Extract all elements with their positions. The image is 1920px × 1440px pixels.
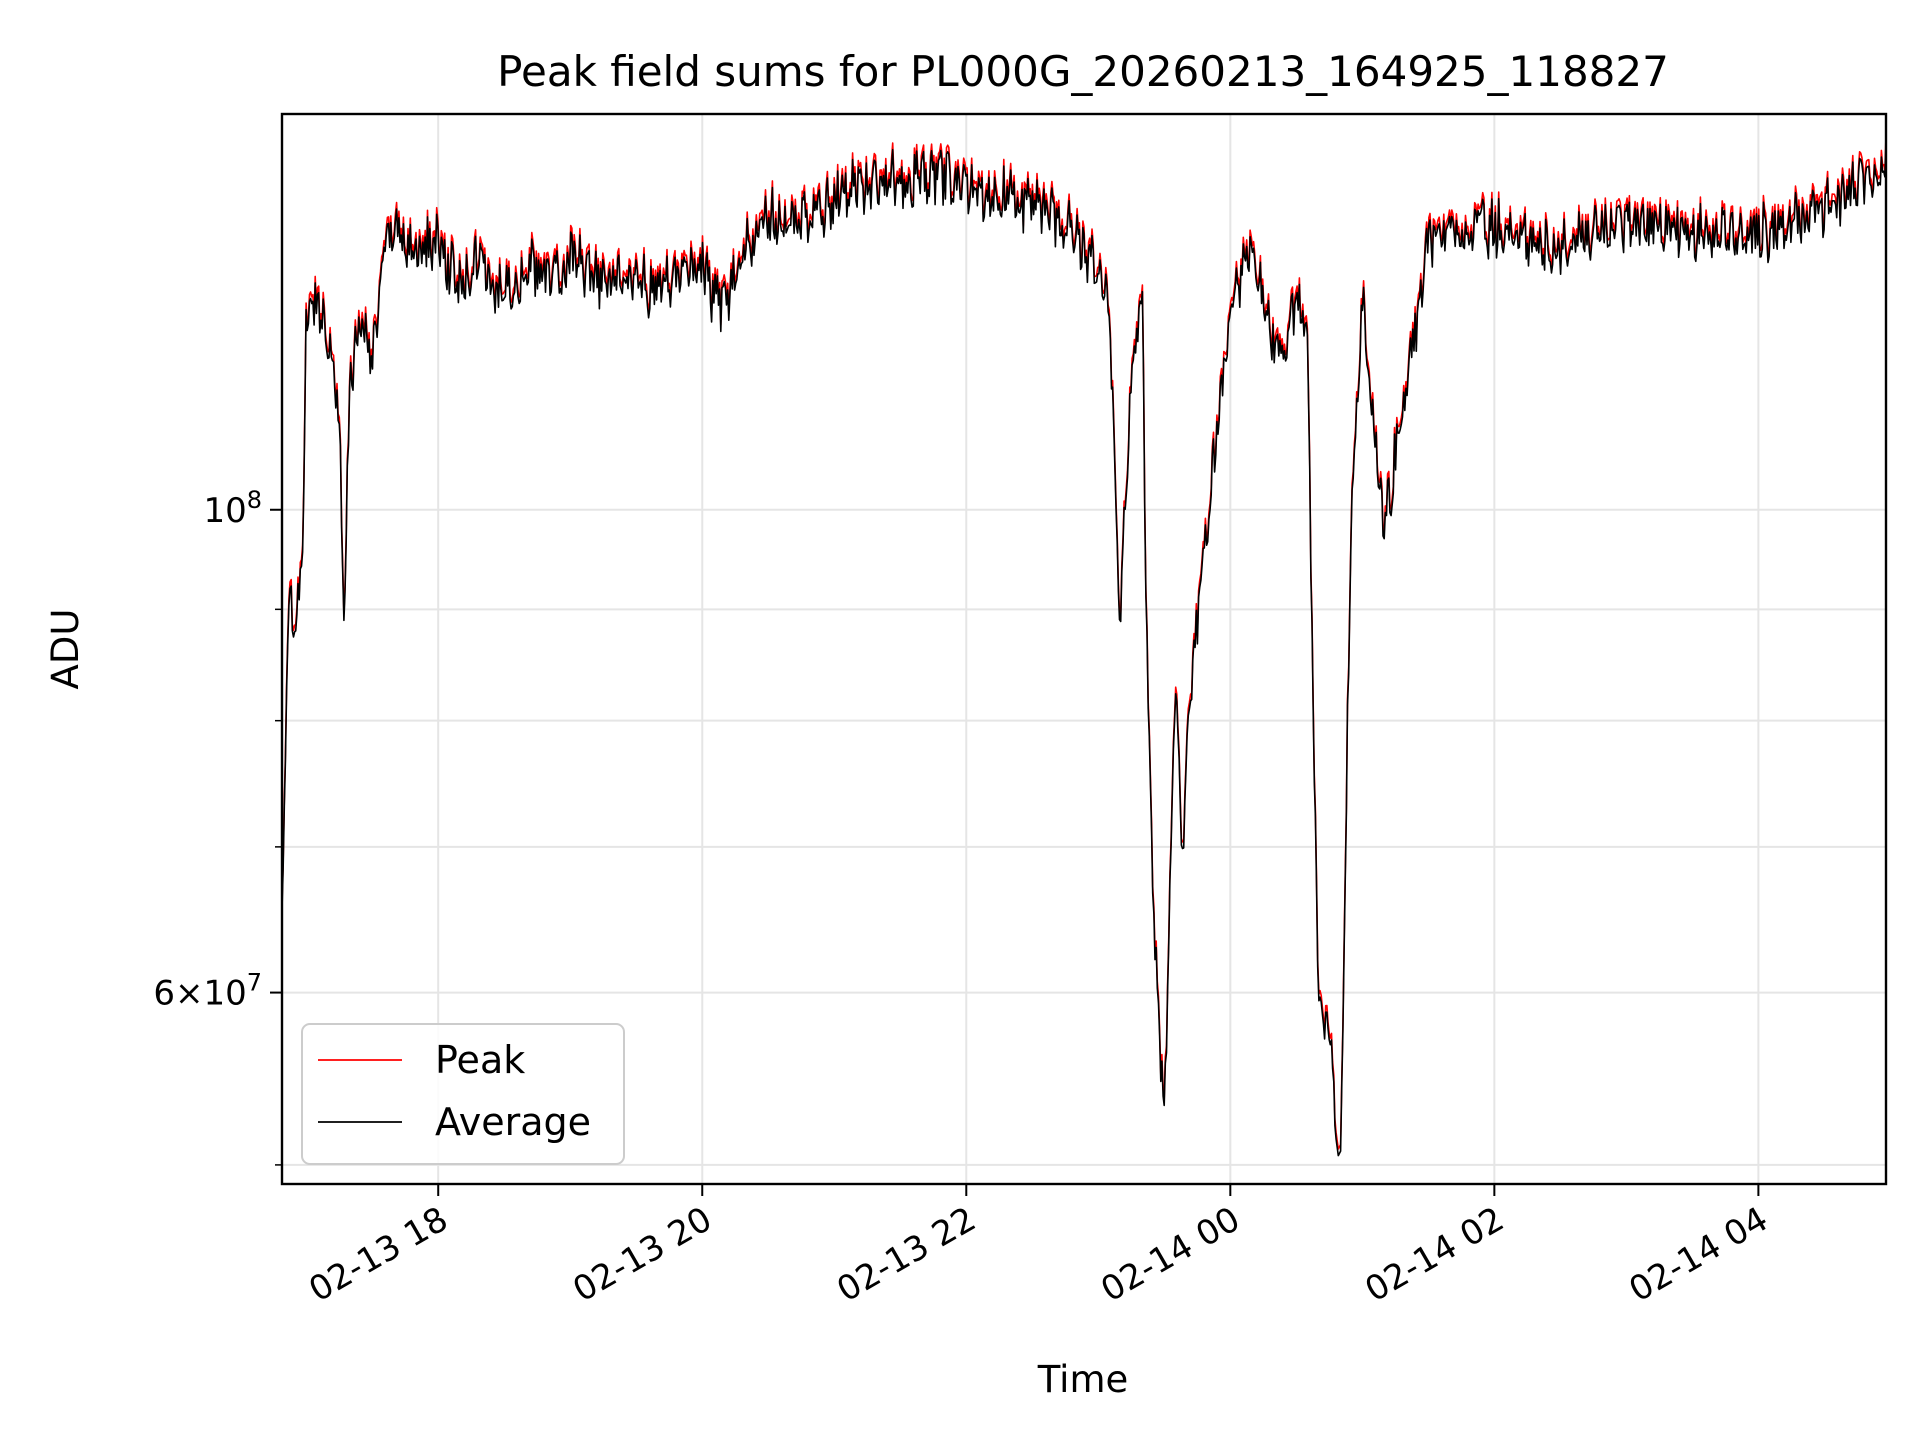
plot-series bbox=[281, 135, 1887, 1157]
series-line-average bbox=[281, 142, 1887, 1157]
y-axis: 108 6×107 bbox=[153, 486, 282, 1166]
x-tick-label: 02-14 00 bbox=[1094, 1199, 1246, 1310]
x-tick-label: 02-13 22 bbox=[830, 1199, 982, 1310]
x-axis-label: Time bbox=[1037, 1358, 1129, 1401]
legend: Peak Average bbox=[301, 1023, 625, 1165]
legend-box bbox=[301, 1023, 625, 1165]
legend-label-average: Average bbox=[435, 1100, 591, 1144]
x-axis: 02-13 18 02-13 20 02-13 22 02-14 00 02-14 02… bbox=[302, 1184, 1775, 1310]
x-tick-label: 02-13 20 bbox=[566, 1199, 718, 1310]
grid-lines bbox=[282, 114, 1886, 1184]
chart-title: Peak field sums for PL000G_20260213_1649… bbox=[497, 47, 1669, 96]
y-axis-label: ADU bbox=[44, 609, 87, 690]
y-tick-label: 6×107 bbox=[153, 969, 262, 1014]
legend-label-peak: Peak bbox=[435, 1038, 525, 1082]
plot-frame bbox=[280, 112, 1888, 1186]
x-tick-label: 02-14 02 bbox=[1358, 1199, 1510, 1310]
y-tick-label: 108 bbox=[203, 486, 262, 531]
x-tick-label: 02-14 04 bbox=[1622, 1199, 1774, 1310]
series-line-peak bbox=[281, 135, 1887, 1150]
x-tick-label: 02-13 18 bbox=[302, 1199, 454, 1310]
